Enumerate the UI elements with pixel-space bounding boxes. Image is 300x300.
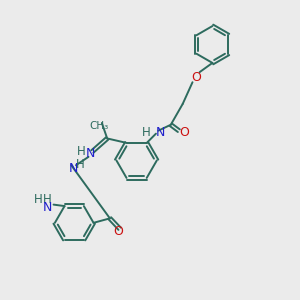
- Text: H: H: [43, 193, 52, 206]
- Text: H: H: [34, 193, 43, 206]
- Text: N: N: [156, 126, 165, 139]
- Text: H: H: [142, 126, 151, 139]
- Text: N: N: [43, 201, 52, 214]
- Text: N: N: [69, 162, 78, 175]
- Text: O: O: [179, 126, 189, 139]
- Text: H: H: [77, 145, 86, 158]
- Text: O: O: [191, 71, 201, 84]
- Text: CH₃: CH₃: [89, 121, 109, 131]
- Text: N: N: [86, 147, 95, 161]
- Text: H: H: [76, 158, 85, 171]
- Text: O: O: [113, 225, 123, 238]
